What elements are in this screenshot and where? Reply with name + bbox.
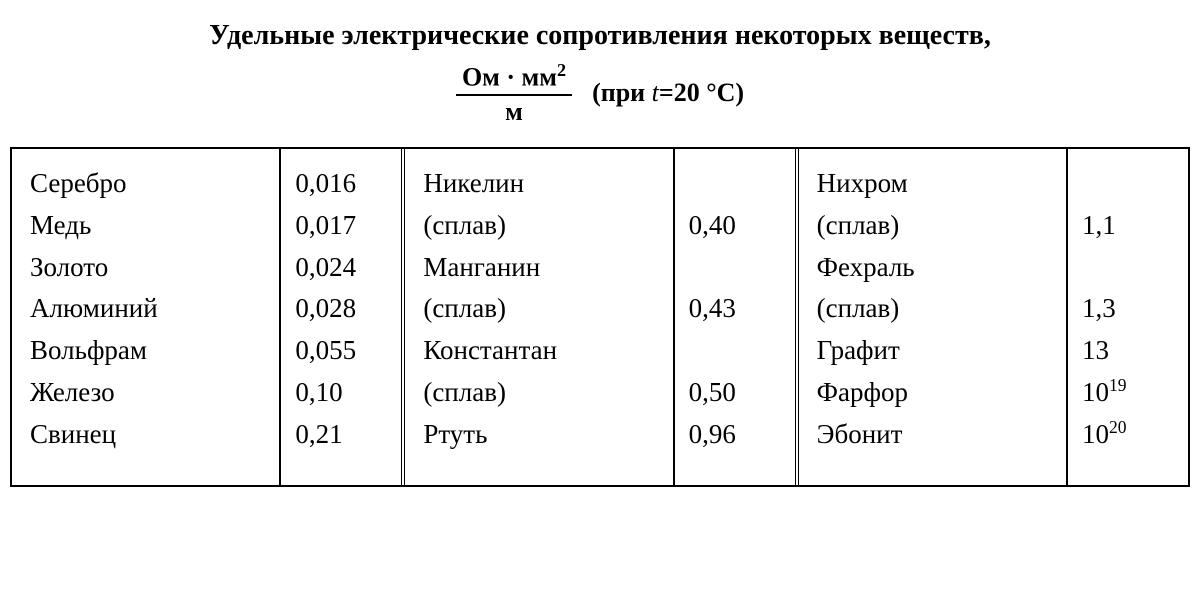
resistivity-value: 13 — [1082, 330, 1178, 372]
material-name: (сплав) — [817, 205, 1056, 247]
resistivity-value: 0,055 — [295, 330, 391, 372]
material-name: Железо — [30, 372, 269, 414]
names-col-3: Нихром (сплав) Фехраль (сплав) Графит Фа… — [799, 149, 1068, 485]
material-name: Константан — [423, 330, 662, 372]
column-pair-1: Серебро Медь Золото Алюминий Вольфрам Же… — [12, 149, 401, 485]
material-name: Манганин — [423, 247, 662, 289]
resistivity-value — [689, 247, 785, 289]
material-name: Ртуть — [423, 414, 662, 456]
unit-line: Ом · мм2 м (при t=20 °C) — [456, 60, 744, 127]
resistivity-value — [1082, 247, 1178, 289]
page-title: Удельные электрические сопротивления нек… — [10, 20, 1190, 52]
values-col-2: 0,40 0,43 0,50 0,96 — [675, 149, 795, 485]
material-name: Алюминий — [30, 288, 269, 330]
resistivity-value: 0,40 — [689, 205, 785, 247]
resistivity-value: 1,1 — [1082, 205, 1178, 247]
values-col-3: 1,1 1,3 13 1019 1020 — [1068, 149, 1188, 485]
column-pair-3: Нихром (сплав) Фехраль (сплав) Графит Фа… — [795, 149, 1188, 485]
resistivity-value: 0,024 — [295, 247, 391, 289]
resistivity-value — [689, 163, 785, 205]
material-name: Эбонит — [817, 414, 1056, 456]
title-block: Удельные электрические сопротивления нек… — [10, 20, 1190, 127]
resistivity-value: 0,43 — [689, 288, 785, 330]
resistivity-value — [1082, 163, 1178, 205]
unit-numerator: Ом · мм2 — [456, 60, 572, 96]
resistivity-value: 0,50 — [689, 372, 785, 414]
resistivity-table: Серебро Медь Золото Алюминий Вольфрам Же… — [10, 147, 1190, 487]
values-col-1: 0,016 0,017 0,024 0,028 0,055 0,10 0,21 — [281, 149, 401, 485]
material-name: Золото — [30, 247, 269, 289]
material-name: Свинец — [30, 414, 269, 456]
material-name: Фарфор — [817, 372, 1056, 414]
material-name: Нихром — [817, 163, 1056, 205]
material-name: Медь — [30, 205, 269, 247]
resistivity-value: 0,028 — [295, 288, 391, 330]
unit-denominator: м — [505, 96, 523, 127]
unit-fraction: Ом · мм2 м — [456, 60, 572, 127]
material-name: (сплав) — [817, 288, 1056, 330]
material-name: (сплав) — [423, 205, 662, 247]
material-name: Вольфрам — [30, 330, 269, 372]
resistivity-value: 0,017 — [295, 205, 391, 247]
material-name: Графит — [817, 330, 1056, 372]
resistivity-value: 0,96 — [689, 414, 785, 456]
resistivity-value: 0,21 — [295, 414, 391, 456]
material-name: Серебро — [30, 163, 269, 205]
material-name: (сплав) — [423, 372, 662, 414]
condition: (при t=20 °C) — [592, 78, 744, 108]
names-col-2: Никелин (сплав) Манганин (сплав) Констан… — [405, 149, 674, 485]
resistivity-value: 1020 — [1082, 414, 1178, 456]
material-name: (сплав) — [423, 288, 662, 330]
material-name: Никелин — [423, 163, 662, 205]
column-pair-2: Никелин (сплав) Манганин (сплав) Констан… — [401, 149, 794, 485]
resistivity-value: 1019 — [1082, 372, 1178, 414]
resistivity-value: 0,10 — [295, 372, 391, 414]
resistivity-value: 0,016 — [295, 163, 391, 205]
names-col-1: Серебро Медь Золото Алюминий Вольфрам Же… — [12, 149, 281, 485]
resistivity-value — [689, 330, 785, 372]
material-name: Фехраль — [817, 247, 1056, 289]
resistivity-value: 1,3 — [1082, 288, 1178, 330]
